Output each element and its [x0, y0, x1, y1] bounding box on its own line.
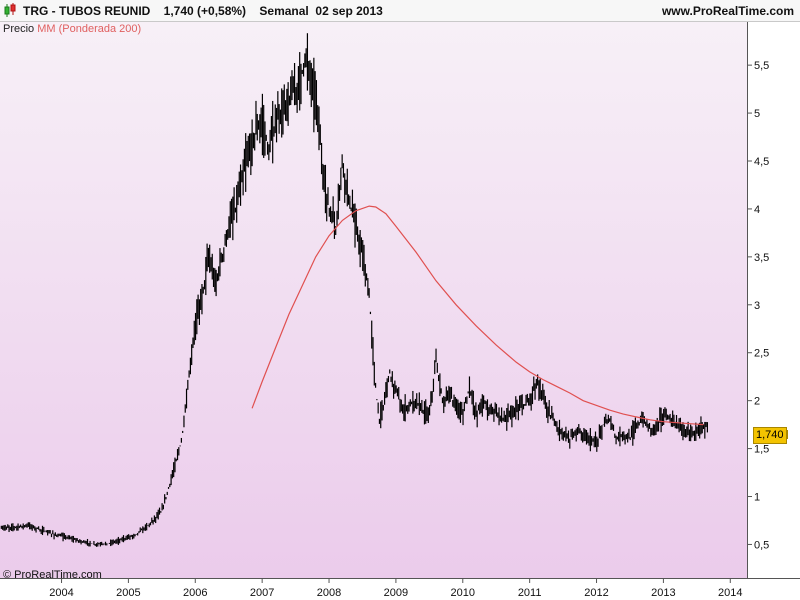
chart-legend: Precio MM (Ponderada 200) [3, 23, 141, 35]
candlestick-icon [4, 3, 16, 17]
y-tick-label: 1 [754, 492, 760, 504]
y-tick-label: 5 [754, 108, 760, 120]
x-tick-label: 2011 [518, 587, 542, 599]
last-price-marker [786, 430, 788, 439]
x-tick-label: 2009 [384, 587, 408, 599]
moving-average-line [251, 205, 704, 426]
y-tick-label: 3 [754, 300, 760, 312]
x-tick-label: 2006 [183, 587, 207, 599]
y-tick-label: 3,5 [754, 252, 769, 264]
site-url[interactable]: www.ProRealTime.com [661, 4, 794, 18]
x-axis-ticks: 2004 2005 2006 2007 2008 2009 2010 2011 2012 2013… [49, 578, 743, 599]
x-tick-label: 2005 [116, 587, 140, 599]
x-tick-label: 2012 [584, 587, 608, 599]
chart-header: TRG - TUBOS REUNID 1,740 (+0,58%) Semana… [0, 0, 800, 22]
y-tick-label: 2,5 [754, 348, 769, 360]
y-tick-label: 5,5 [754, 60, 769, 72]
y-tick-label: 1,5 [754, 444, 769, 456]
x-tick-label: 2008 [317, 587, 341, 599]
y-tick-label: 2 [754, 396, 760, 408]
y-tick-label: 4 [754, 204, 760, 216]
x-tick-label: 2010 [451, 587, 475, 599]
x-tick-label: 2014 [718, 587, 742, 599]
legend-price-label: Precio [3, 23, 35, 35]
x-tick-label: 2013 [651, 587, 675, 599]
y-axis-ticks: 0,5 1 1,5 2 2,5 3 3,5 4 4,5 5 5,5 [747, 60, 769, 551]
copyright-text: © ProRealTime.com [3, 569, 102, 581]
moving-average-layer [251, 205, 704, 426]
plot-area [0, 22, 747, 578]
price-chart[interactable]: 0,5 1 1,5 2 2,5 3 3,5 4 4,5 5 5,5 2004 2005 2006 2007… [0, 22, 800, 600]
x-tick-label: 2004 [49, 587, 73, 599]
y-tick-label: 4,5 [754, 156, 769, 168]
price-bars [0, 33, 708, 547]
instrument-title: TRG - TUBOS REUNID 1,740 (+0,58%) Semana… [23, 4, 383, 18]
last-price-badge: 1,740 [753, 427, 787, 444]
legend-ma-label: MM (Ponderada 200) [37, 23, 142, 35]
x-tick-label: 2007 [250, 587, 274, 599]
y-axis-area [748, 22, 800, 600]
x-axis-area [0, 579, 800, 600]
y-tick-label: 0,5 [754, 539, 769, 551]
